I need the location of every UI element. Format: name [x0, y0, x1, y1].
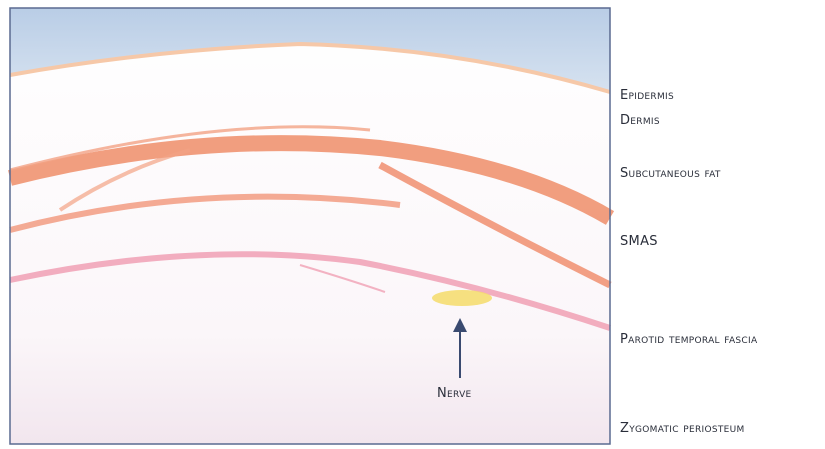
layer-label: SMAS [620, 234, 658, 249]
tissue-drawing [10, 8, 610, 444]
layer-label: Dermis [620, 113, 660, 128]
nerve-label: Nerve [437, 386, 472, 401]
layer-label: Zygomatic periosteum [620, 421, 745, 436]
layer-label: Epidermis [620, 88, 674, 103]
layer-label: Subcutaneous fat [620, 166, 721, 181]
layer-label: Parotid temporal fascia [620, 332, 758, 347]
illustration: Nerve Epidermis Dermis Subcutaneous fat … [0, 0, 825, 449]
